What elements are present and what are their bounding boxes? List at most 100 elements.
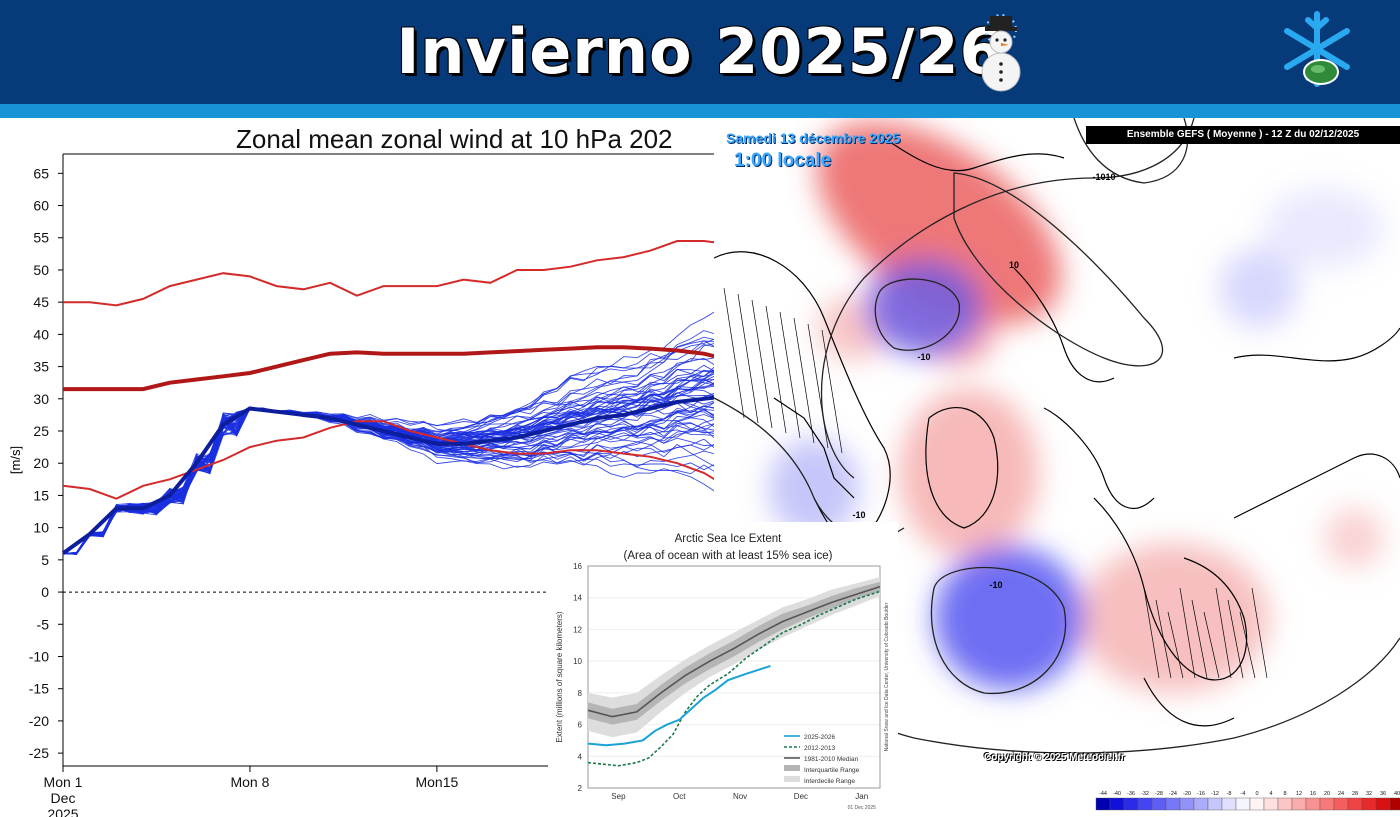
map-coastline (773, 397, 855, 499)
map-colorbar-cell (1389, 797, 1400, 811)
wind-y-tick-label: 5 (41, 552, 49, 568)
map-warm-anomaly (1079, 543, 1269, 693)
map-colorbar-cell (1319, 797, 1335, 811)
map-colorbar-cell (1193, 797, 1209, 811)
map-contour-label: 10 (1009, 260, 1019, 270)
ice-y-tick-label: 6 (578, 721, 583, 730)
ice-legend-label: Interdecile Range (804, 778, 855, 785)
wind-series-line-3 (61, 395, 714, 556)
ice-side-note: National Snow and Ice Data Center, Unive… (884, 602, 890, 751)
map-colorbar-label: 28 (1352, 791, 1358, 797)
ice-series-line (587, 664, 771, 747)
map-border-line (1251, 587, 1268, 679)
map-cold-anomaly (1219, 248, 1299, 328)
wind-y-tick-label: 20 (33, 455, 49, 471)
map-colorbar-cell (1249, 797, 1265, 811)
wind-ensemble-member (62, 343, 714, 554)
ice-legend-label: Interquartile Range (804, 767, 860, 774)
map-cold-anomaly (934, 546, 1084, 690)
map-colorbar-cell (1137, 797, 1153, 811)
map-border-line (1239, 611, 1256, 679)
map-colorbar-label: -4 (1241, 791, 1246, 797)
wind-x-tick-sublabel: Dec (51, 790, 76, 806)
ice-y-tick-label: 10 (573, 657, 582, 666)
wind-y-tick-label: -20 (29, 713, 49, 729)
ice-x-tick-label: Sep (611, 792, 626, 801)
map-border-line (1143, 587, 1160, 679)
map-colorbar-label: -36 (1127, 791, 1135, 797)
wind-chart-title: Zonal mean zonal wind at 10 hPa 202 (236, 124, 673, 154)
map-colorbar-label: -40 (1113, 791, 1121, 797)
map-contour-line (953, 172, 1164, 367)
ice-legend-label: 2012-2013 (804, 745, 835, 752)
map-colorbar: -44 -40 -36 -32 -28 -24 -20 -16 -12 -8 -4 0 4 8 12 16 20… (1095, 791, 1400, 811)
map-contour-label: -10 (1092, 172, 1105, 182)
map-colorbar-label: -16 (1197, 791, 1205, 797)
ice-x-tick-label: Nov (733, 792, 747, 801)
wind-ensemble-member (63, 377, 714, 554)
wind-ensemble-member (62, 407, 714, 555)
header-banner (0, 0, 1400, 104)
wind-ensemble-member (62, 379, 714, 554)
wind-y-tick-label: 60 (33, 198, 49, 214)
map-border-line (821, 329, 843, 454)
ice-y-tick-label: 14 (573, 594, 582, 603)
map-contour-line (874, 278, 960, 351)
map-colorbar-label: -12 (1211, 791, 1219, 797)
wind-y-tick-label: 50 (33, 262, 49, 278)
map-coastlines (714, 137, 1400, 727)
map-contour-line (1073, 118, 1189, 184)
map-coastline (1233, 327, 1400, 362)
ice-y-tick-label: 12 (573, 625, 582, 634)
map-colorbar-label: -24 (1169, 791, 1177, 797)
ice-x-tick-label: Dec (794, 792, 808, 801)
map-colorbar-cell (1165, 797, 1181, 811)
ice-y-tick-label: 16 (573, 562, 582, 571)
map-contour-label: -10 (917, 352, 930, 362)
map-colorbar-cell (1333, 797, 1349, 811)
map-contour-label: -10 (989, 580, 1002, 590)
map-border-line (751, 299, 773, 429)
sea-ice-plot: Arctic Sea Ice Extent (Area of ocean with… (548, 522, 898, 814)
ice-chart-subtitle: (Area of ocean with at least 15% sea ice… (623, 550, 832, 562)
map-border-line (765, 305, 787, 434)
map-colorbar-cell (1263, 797, 1279, 811)
ice-legend-label: 2025-2026 (804, 734, 835, 741)
wind-series-line-0 (63, 240, 714, 307)
wind-x-tick-label: Mon 8 (230, 774, 269, 790)
ice-y-axis-label: Extent (millions of square kilometers) (555, 611, 564, 742)
map-coastline (925, 407, 999, 529)
map-colorbar-cell (1095, 797, 1111, 811)
ice-legend-label: 1981-2010 Median (804, 756, 859, 763)
map-cold-anomaly (768, 438, 860, 538)
wind-y-tick-label: 55 (33, 230, 49, 246)
header-accent-strip (0, 104, 1400, 118)
map-colorbar-label: 24 (1338, 791, 1344, 797)
wind-y-tick-label: -10 (29, 648, 49, 664)
ice-series-line (587, 585, 881, 718)
map-contour-line (930, 566, 1067, 695)
wind-x-tick-sublabel: 2025 (47, 806, 78, 817)
wind-y-tick-label: 30 (33, 391, 49, 407)
wind-series-line-2 (62, 420, 714, 500)
wind-ensemble-member (62, 408, 714, 555)
banner-title: Invierno 2025/26 (396, 15, 1004, 88)
wind-y-tick-label: -5 (37, 616, 50, 632)
map-colorbar-label: 32 (1366, 791, 1372, 797)
map-border-line (1215, 587, 1232, 679)
sea-ice-chart: Arctic Sea Ice Extent (Area of ocean with… (548, 522, 898, 814)
wind-series-line-1 (63, 345, 714, 392)
map-colorbar-label: 12 (1296, 791, 1302, 797)
map-coastline (1013, 267, 1115, 383)
map-warm-anomaly (816, 121, 1062, 325)
map-date-label: Samedi 13 décembre 2025 (726, 130, 901, 146)
map-colorbar-cell (1109, 797, 1125, 811)
snowman-icon (981, 14, 1021, 92)
map-border-line (1167, 611, 1184, 679)
map-warm-anomaly (899, 388, 1039, 558)
map-contour-label: -10 (852, 510, 865, 520)
map-border-line (737, 293, 759, 424)
wind-plot: 65605550454035302520151050-5-10-15-20-25… (8, 153, 714, 817)
ice-series-line (587, 590, 881, 767)
ice-y-tick-label: 8 (578, 689, 583, 698)
